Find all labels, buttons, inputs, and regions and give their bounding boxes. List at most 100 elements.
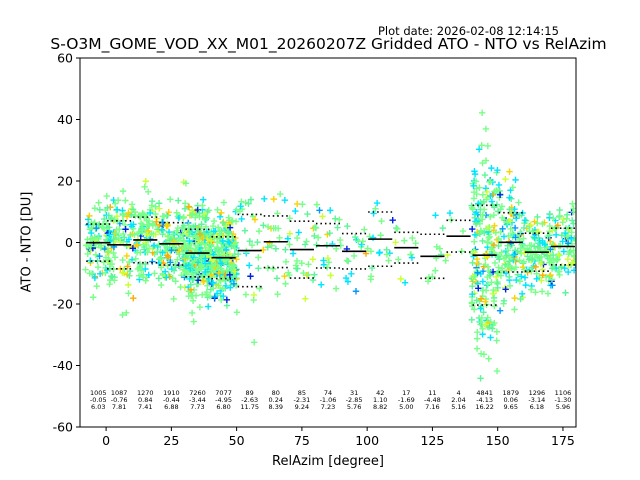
data-point	[188, 263, 195, 270]
data-point	[494, 187, 502, 194]
data-point	[524, 269, 531, 276]
bin-count-label: 80	[272, 389, 280, 397]
data-point	[436, 245, 444, 252]
data-point	[84, 216, 92, 223]
data-point	[471, 273, 478, 280]
data-point	[493, 273, 500, 281]
bin-count-label: 74	[324, 389, 332, 397]
data-point	[477, 305, 484, 312]
data-point	[82, 266, 89, 273]
data-point	[527, 221, 534, 229]
data-point	[475, 285, 482, 292]
data-point	[319, 213, 326, 220]
data-point	[105, 247, 112, 255]
data-point	[562, 289, 569, 296]
bin-count-label: 17	[402, 389, 410, 397]
data-point	[145, 217, 153, 225]
data-point	[192, 265, 200, 272]
data-point	[497, 228, 504, 236]
data-point	[517, 229, 524, 236]
x-tick-label: 50	[229, 433, 245, 448]
data-point	[233, 309, 241, 316]
bin-mean-label: -0.05	[90, 396, 107, 404]
data-point	[500, 297, 508, 305]
data-point	[191, 257, 198, 265]
data-point	[562, 225, 570, 232]
data-point	[473, 260, 481, 267]
data-point	[156, 205, 163, 212]
data-point	[564, 268, 572, 276]
data-point	[555, 251, 562, 259]
bin-std-label: 6.18	[530, 403, 544, 411]
data-point	[543, 252, 551, 259]
y-tick-label: 20	[57, 174, 73, 189]
data-point	[299, 201, 306, 208]
data-point	[509, 184, 516, 191]
data-point	[132, 255, 139, 263]
bin-mean-label: 0.24	[269, 396, 283, 404]
data-point	[130, 221, 137, 228]
chart-title: S-O3M_GOME_VOD_XX_M01_20260207Z Gridded …	[50, 35, 607, 53]
data-point	[498, 203, 506, 210]
data-point	[498, 265, 506, 272]
data-point	[470, 306, 478, 313]
data-point	[110, 265, 117, 273]
bin-std-label: 7.16	[425, 403, 439, 411]
data-point	[254, 238, 261, 246]
data-point	[286, 241, 293, 248]
data-point	[96, 221, 103, 228]
data-point	[264, 244, 271, 251]
data-point	[549, 251, 557, 259]
data-point	[151, 270, 158, 277]
data-point	[120, 211, 127, 218]
bin-count-label: 1106	[555, 389, 572, 397]
data-point	[164, 262, 171, 270]
data-point	[332, 285, 340, 292]
data-point	[209, 222, 217, 230]
data-point	[124, 263, 131, 270]
bin-std-label: 11.75	[240, 403, 259, 411]
data-point	[367, 248, 375, 255]
bin-statistics-lines	[86, 204, 575, 306]
data-point	[344, 223, 351, 230]
data-point	[93, 282, 100, 290]
data-point	[312, 224, 320, 232]
data-point	[493, 367, 501, 375]
data-point	[144, 249, 151, 256]
data-point	[123, 309, 130, 316]
data-point	[480, 309, 487, 316]
data-point	[182, 262, 190, 270]
data-point	[227, 284, 234, 291]
data-point	[489, 325, 496, 332]
data-point	[512, 234, 519, 241]
data-point	[495, 181, 503, 189]
data-point	[188, 212, 195, 219]
data-point	[152, 210, 159, 218]
data-point	[91, 274, 99, 282]
data-point	[293, 234, 301, 242]
data-point	[167, 259, 174, 266]
data-point	[342, 274, 350, 282]
data-point	[186, 237, 193, 245]
data-point	[516, 257, 523, 264]
data-point	[108, 272, 115, 280]
data-point	[529, 256, 536, 263]
data-point	[152, 203, 159, 210]
data-point	[202, 214, 210, 221]
data-point	[393, 224, 400, 232]
data-point	[470, 253, 477, 260]
data-point	[220, 199, 228, 206]
data-point	[187, 281, 194, 288]
data-point	[473, 297, 480, 304]
data-point	[477, 227, 484, 234]
data-point	[459, 227, 467, 235]
data-point	[520, 224, 528, 232]
data-point	[95, 199, 102, 206]
data-point	[125, 236, 133, 243]
data-point	[500, 255, 508, 262]
data-point	[479, 278, 487, 285]
data-point	[358, 241, 365, 248]
data-point	[528, 268, 535, 275]
y-tick-label: 0	[65, 235, 73, 250]
data-point	[213, 280, 220, 288]
